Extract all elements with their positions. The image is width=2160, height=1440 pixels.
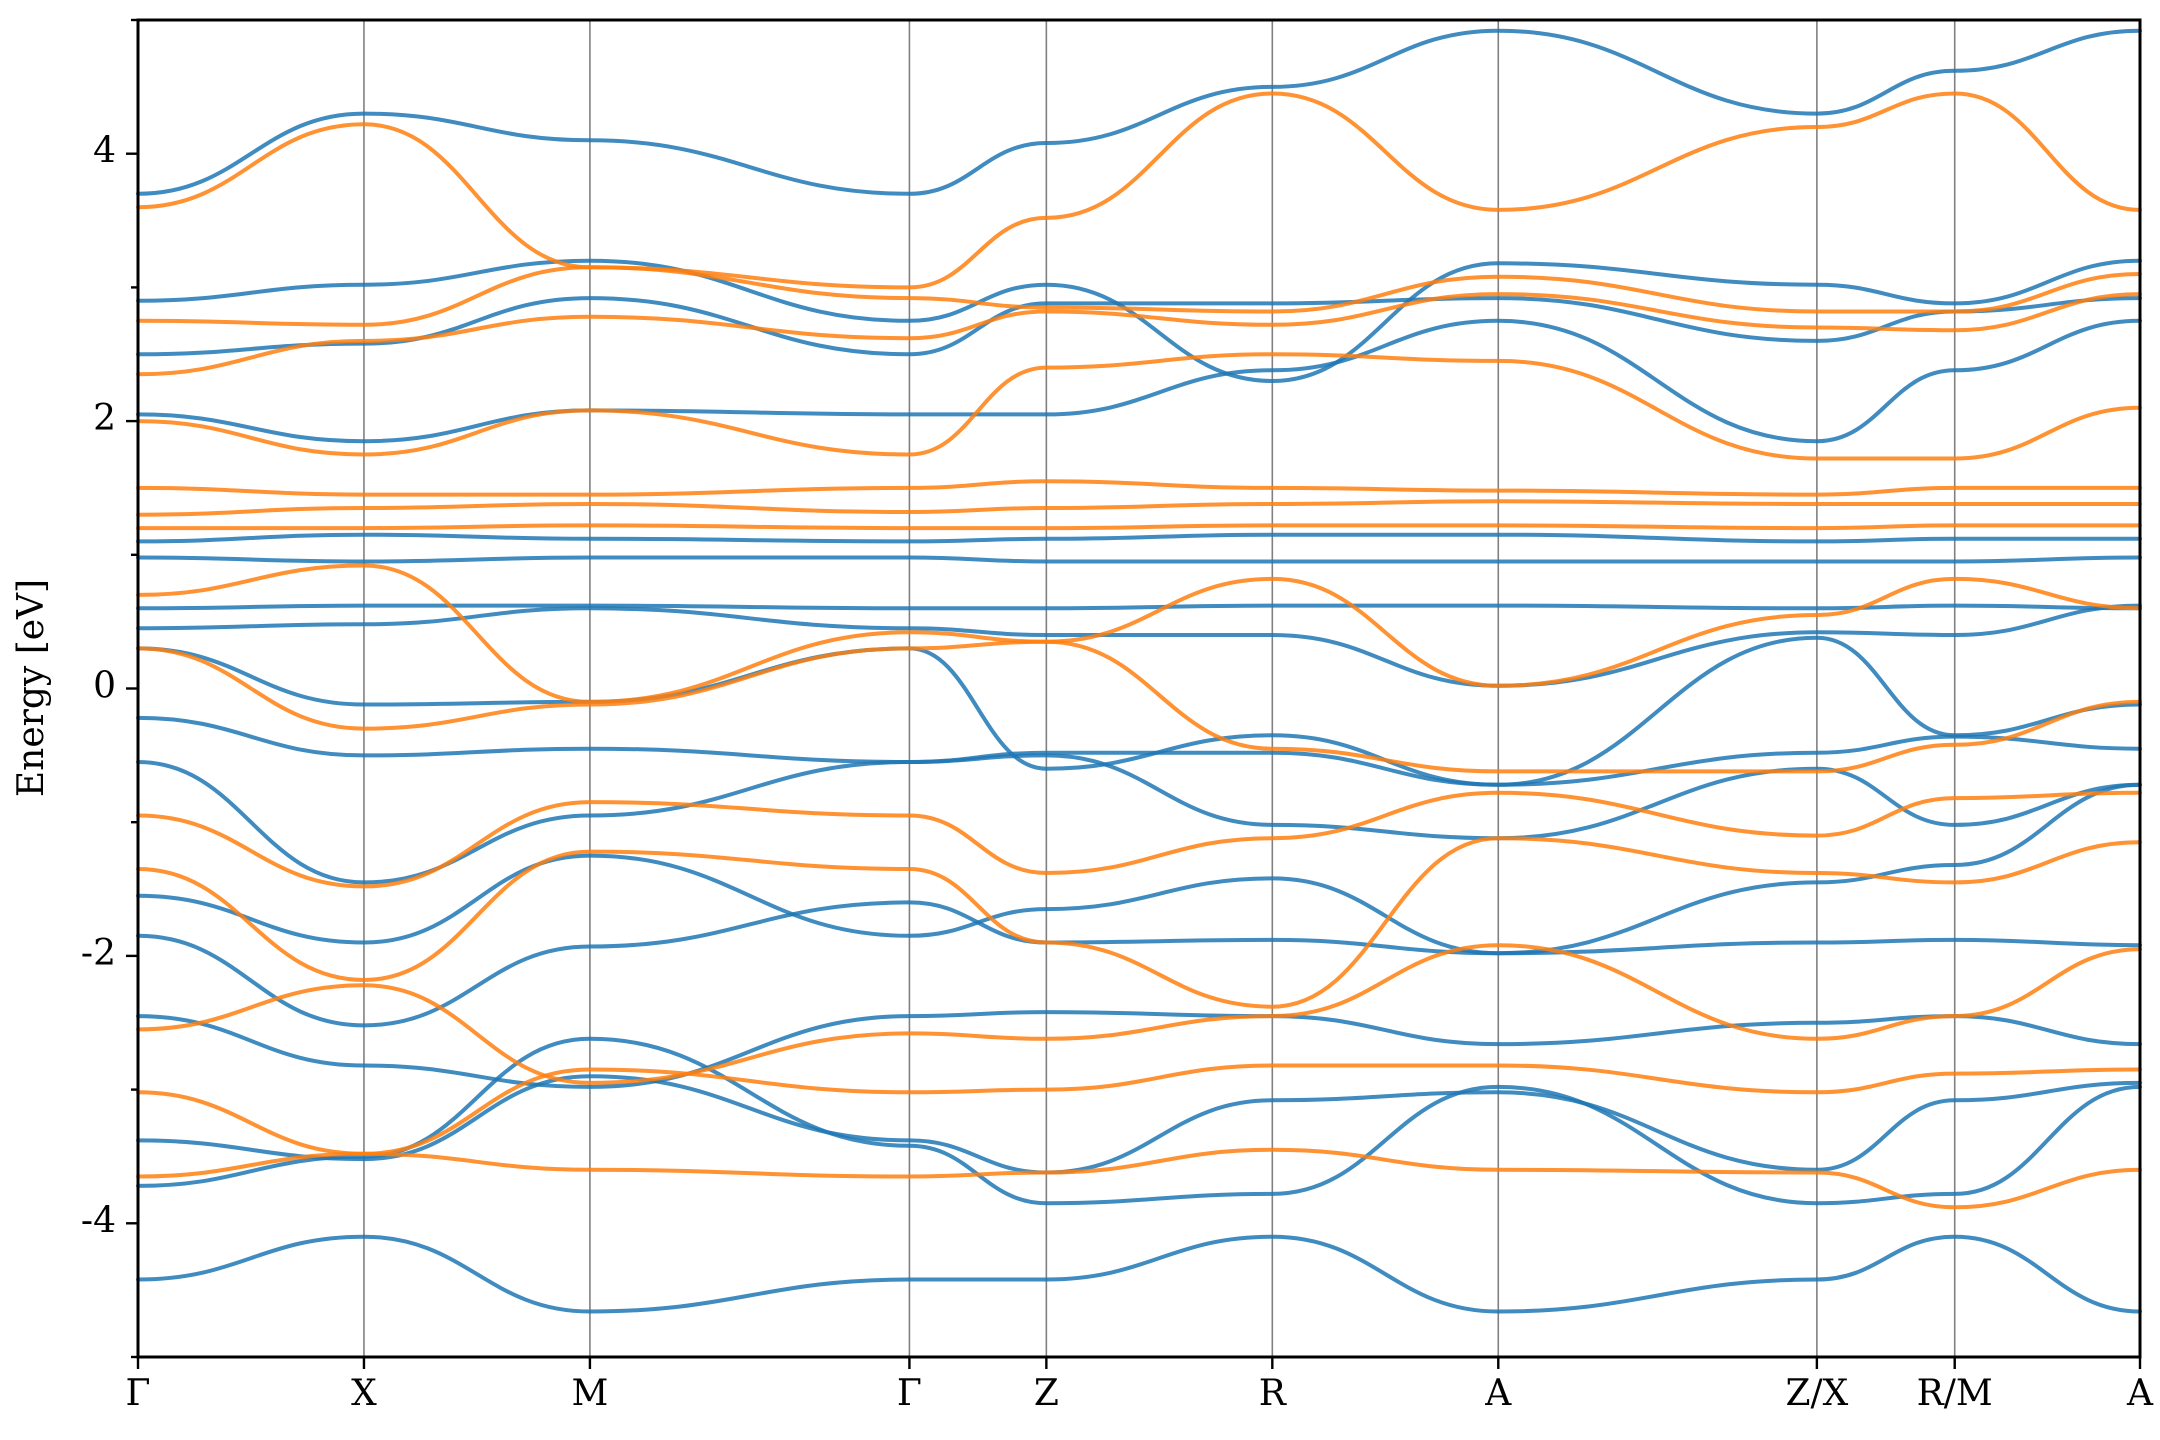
x-tick-label: Z [1034, 1373, 1059, 1414]
x-axis-ticks: Γ X M Γ Z R A Z/X R/M A [126, 1357, 2154, 1414]
spin-up-band [136, 318, 2142, 444]
y-tick-label: -4 [81, 1200, 116, 1241]
spin-down-band [136, 563, 2142, 704]
x-tick-label: A [1484, 1373, 1512, 1414]
y-tick-label: 0 [93, 666, 116, 707]
spin-up-band [136, 555, 2142, 564]
x-tick-label: M [571, 1373, 608, 1414]
y-tick-label: 4 [93, 131, 116, 172]
spin-up-band [136, 753, 2142, 885]
spin-up-band [136, 1074, 2142, 1175]
x-tick-label: R/M [1917, 1373, 1993, 1414]
spin-down-band [136, 499, 2142, 517]
spin-up-band [136, 258, 2142, 383]
spin-down-band [136, 91, 2142, 290]
spin-up-band [136, 603, 2142, 688]
spin-down-bands [136, 91, 2142, 1210]
y-axis-title: Energy [eV] [11, 579, 52, 797]
x-tick-label: Z/X [1785, 1373, 1848, 1414]
spin-down-band [136, 790, 2142, 889]
spin-down-band [136, 639, 2142, 774]
spin-up-band [136, 1036, 2142, 1206]
x-tick-label: R [1259, 1373, 1287, 1414]
spin-up-band [136, 782, 2142, 956]
spin-up-bands [136, 28, 2142, 1314]
spin-down-band [136, 523, 2142, 531]
spin-up-band [136, 603, 2142, 611]
spin-down-band [136, 352, 2142, 461]
spin-down-band [136, 1147, 2142, 1210]
x-tick-label: Γ [897, 1373, 922, 1414]
y-tick-label: 2 [93, 398, 116, 439]
spin-down-band [136, 836, 2142, 1009]
spin-down-band [136, 265, 2142, 327]
spin-down-band [136, 479, 2142, 497]
spin-up-band [136, 635, 2142, 787]
spin-up-band [136, 1010, 2142, 1089]
y-axis-ticks: -4 -2 0 2 4 [81, 18, 138, 1359]
high-symmetry-lines [363, 20, 1956, 1357]
spin-up-band [136, 1234, 2142, 1314]
x-tick-label: A [2126, 1373, 2154, 1414]
spin-up-band [136, 296, 2142, 357]
spin-down-band [136, 943, 2142, 1085]
spin-up-band [136, 715, 2142, 787]
x-tick-label: X [351, 1373, 377, 1414]
spin-up-band [136, 532, 2142, 544]
plot-frame [136, 18, 2142, 1359]
spin-down-band [136, 1063, 2142, 1156]
spin-up-band [136, 28, 2142, 196]
x-tick-label: Γ [126, 1373, 151, 1414]
spin-down-band [136, 292, 2142, 377]
spin-up-band [136, 900, 2142, 1028]
y-tick-label: -2 [81, 933, 116, 974]
